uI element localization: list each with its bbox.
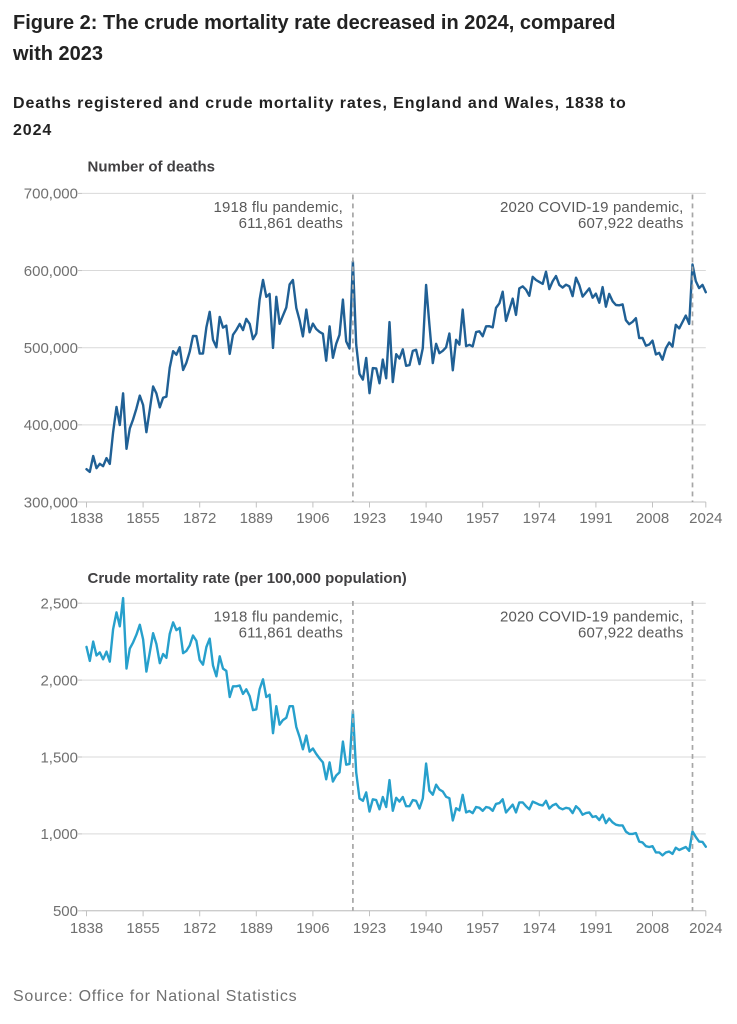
svg-text:1855: 1855 (126, 510, 159, 527)
svg-text:1872: 1872 (183, 920, 216, 937)
svg-text:1838: 1838 (70, 920, 103, 937)
svg-text:500,000: 500,000 (24, 340, 78, 357)
svg-text:1889: 1889 (240, 510, 273, 527)
svg-text:607,922 deaths: 607,922 deaths (578, 215, 684, 232)
svg-text:611,861 deaths: 611,861 deaths (239, 624, 343, 641)
svg-text:1,000: 1,000 (40, 826, 78, 843)
svg-text:1855: 1855 (126, 920, 159, 937)
svg-text:2020 COVID-19 pandemic,: 2020 COVID-19 pandemic, (500, 199, 684, 216)
svg-text:1974: 1974 (523, 510, 556, 527)
svg-text:2,500: 2,500 (40, 596, 78, 613)
svg-text:1906: 1906 (296, 510, 329, 527)
svg-text:1906: 1906 (296, 920, 329, 937)
svg-text:2020 COVID-19 pandemic,: 2020 COVID-19 pandemic, (500, 608, 684, 625)
svg-text:1991: 1991 (579, 510, 612, 527)
svg-text:1872: 1872 (183, 510, 216, 527)
svg-text:2024: 2024 (689, 920, 722, 937)
svg-text:1923: 1923 (353, 920, 386, 937)
svg-text:300,000: 300,000 (24, 494, 78, 511)
svg-text:1974: 1974 (523, 920, 556, 937)
svg-text:1838: 1838 (70, 510, 103, 527)
svg-text:2008: 2008 (636, 510, 669, 527)
svg-text:1918 flu pandemic,: 1918 flu pandemic, (214, 199, 343, 216)
svg-text:700,000: 700,000 (24, 186, 78, 203)
svg-text:2,000: 2,000 (40, 672, 78, 689)
svg-text:1889: 1889 (240, 920, 273, 937)
svg-text:1957: 1957 (466, 510, 499, 527)
svg-text:2008: 2008 (636, 920, 669, 937)
svg-text:Crude mortality rate (per 100,: Crude mortality rate (per 100,000 popula… (88, 570, 407, 587)
svg-text:2024: 2024 (689, 510, 722, 527)
svg-text:607,922 deaths: 607,922 deaths (578, 624, 684, 641)
svg-text:611,861 deaths: 611,861 deaths (239, 215, 343, 232)
svg-text:1923: 1923 (353, 510, 386, 527)
svg-text:500: 500 (53, 903, 78, 920)
svg-text:Number of deaths: Number of deaths (88, 159, 216, 176)
svg-text:1957: 1957 (466, 920, 499, 937)
svg-text:1940: 1940 (409, 920, 442, 937)
svg-text:1918 flu pandemic,: 1918 flu pandemic, (214, 608, 343, 625)
svg-text:600,000: 600,000 (24, 263, 78, 280)
svg-text:400,000: 400,000 (24, 417, 78, 434)
svg-text:1940: 1940 (409, 510, 442, 527)
svg-text:1,500: 1,500 (40, 749, 78, 766)
svg-text:1991: 1991 (579, 920, 612, 937)
